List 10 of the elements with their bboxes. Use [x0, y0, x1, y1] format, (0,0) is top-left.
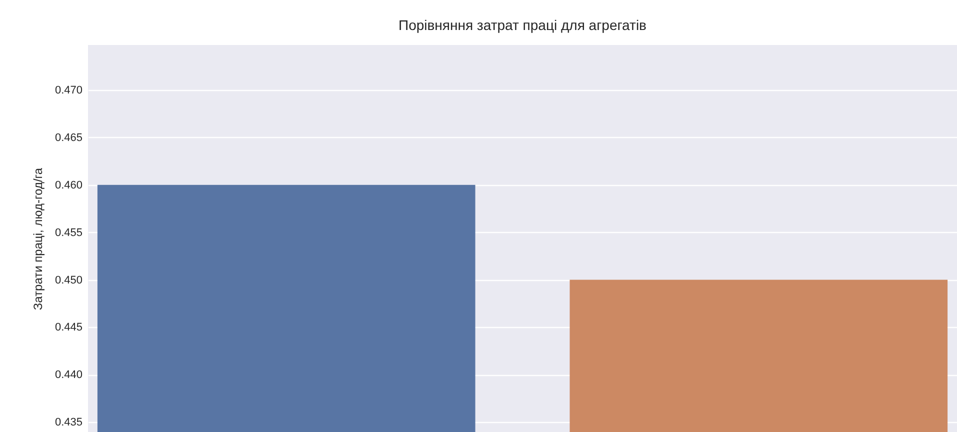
y-tick-label: 0.470	[54, 84, 82, 97]
y-tick-label: 0.450	[54, 274, 82, 286]
chart-title: Порівняння затрат праці для агрегатів	[398, 17, 646, 33]
y-tick-label: 0.435	[54, 416, 82, 429]
y-axis-title: Затрати праці, люд-год/га	[30, 168, 45, 310]
y-tick-label: 0.465	[54, 132, 82, 144]
y-tick-label: 0.455	[54, 226, 82, 239]
y-tick-label: 0.440	[54, 369, 82, 382]
y-tick-label: 0.460	[54, 179, 82, 192]
y-tick-label: 0.445	[54, 322, 82, 334]
